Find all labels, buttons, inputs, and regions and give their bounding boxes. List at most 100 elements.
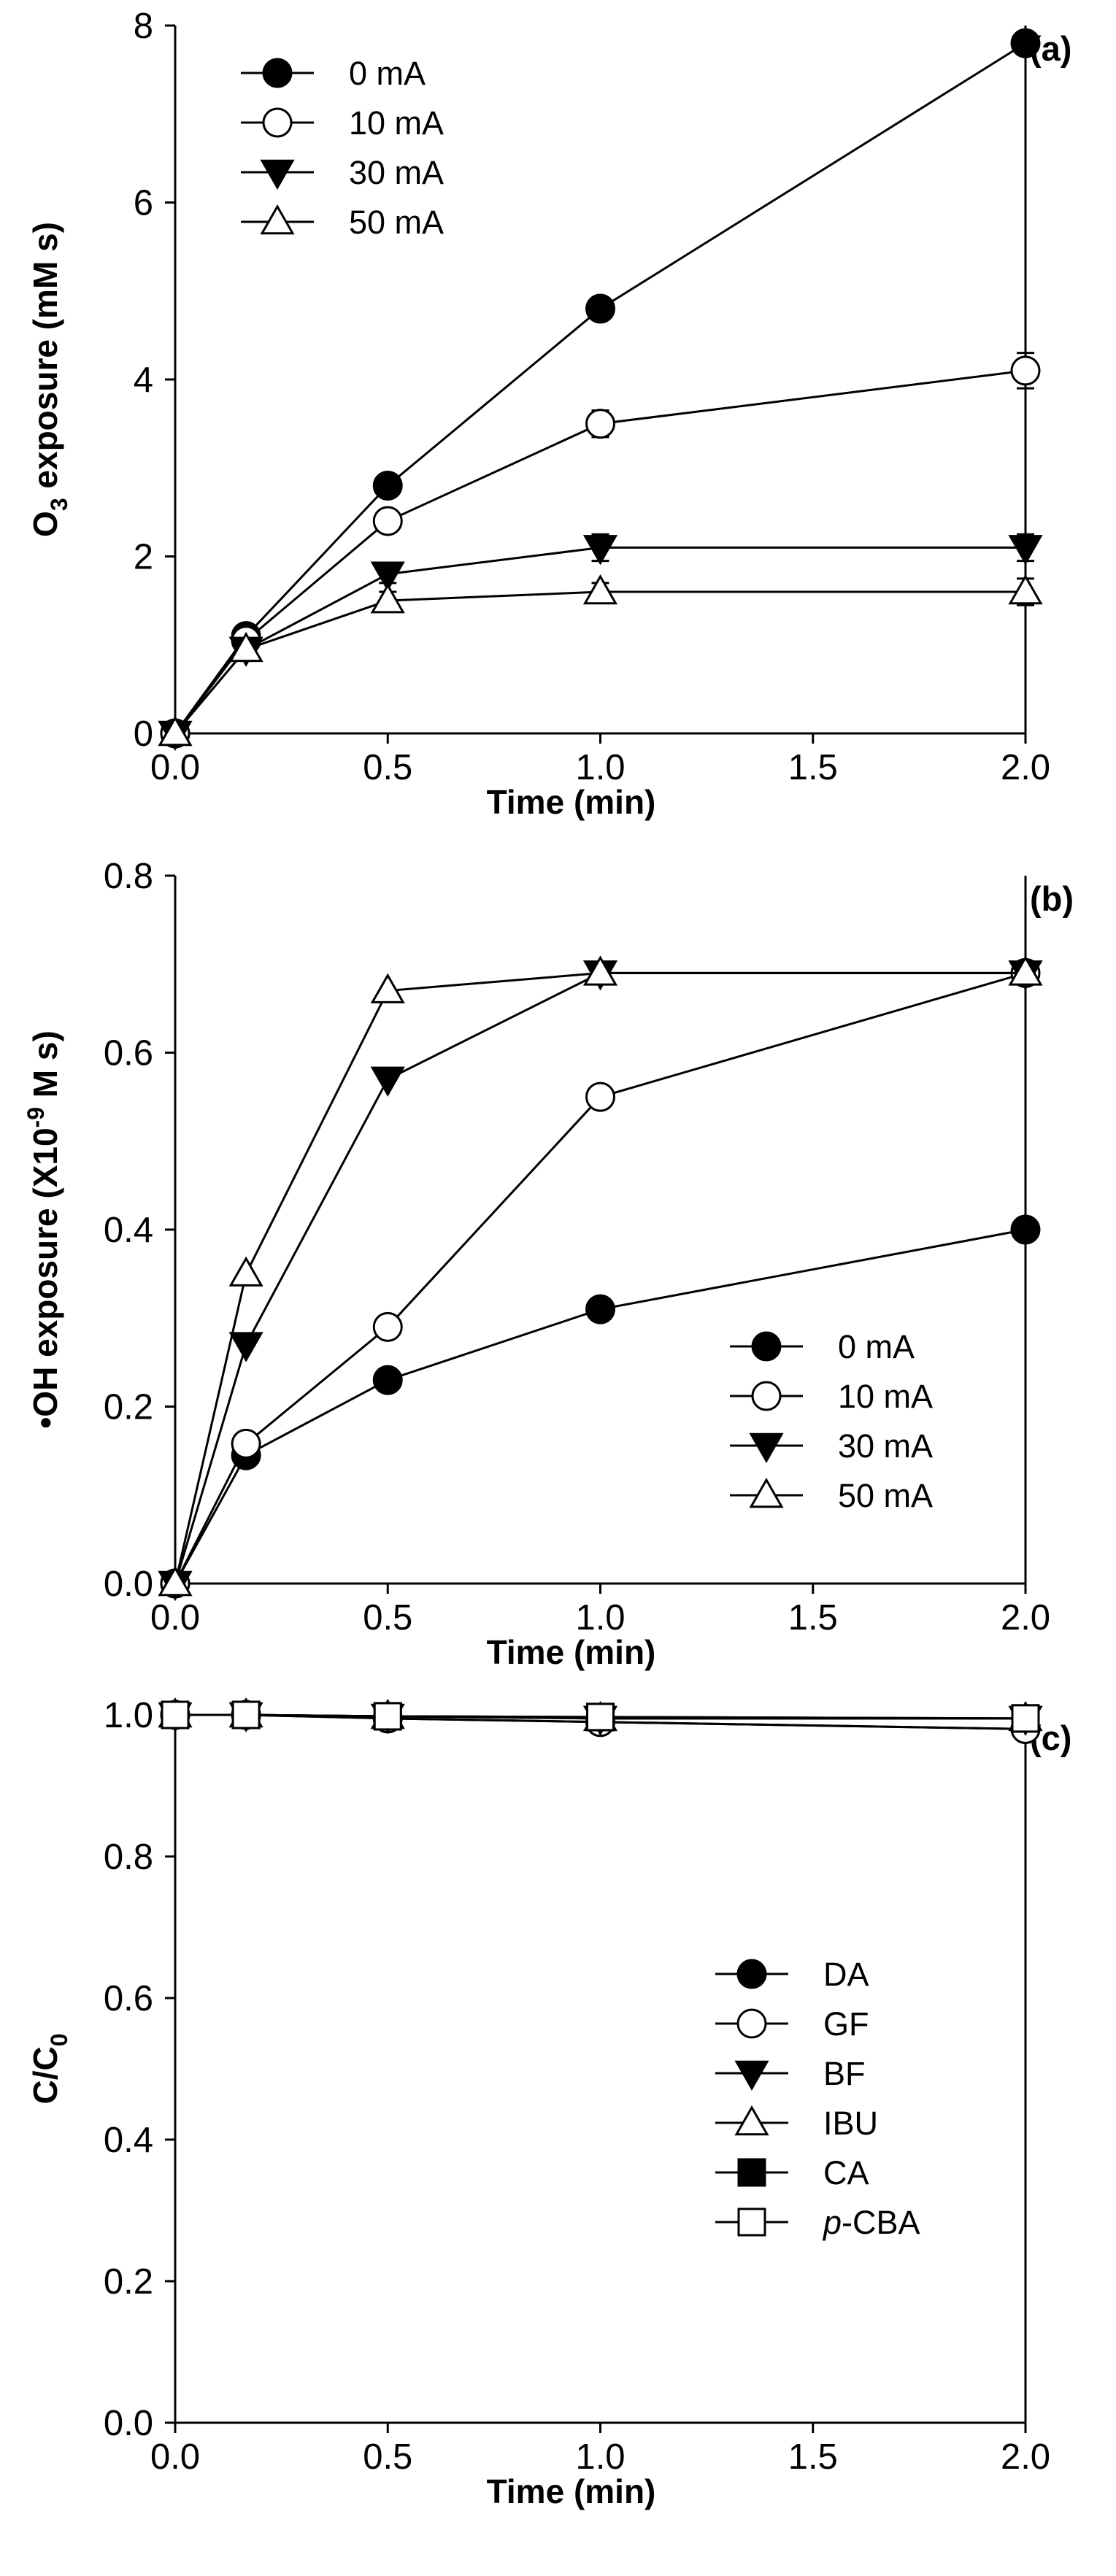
legend: DA GF BF IBU CA p-CBA <box>715 1956 920 2241</box>
x-tick-label: 0.0 <box>150 1598 200 1638</box>
legend-item: 0 mA <box>730 1328 915 1365</box>
legend-label: 0 mA <box>349 55 426 92</box>
legend-label: 10 mA <box>349 104 444 142</box>
x-axis-title: Time (min) <box>487 1633 656 1671</box>
data-point <box>1010 1214 1041 1245</box>
legend-label-text: 50 mA <box>349 204 444 241</box>
y-tick-label: 1.0 <box>104 1696 153 1735</box>
data-point <box>1010 355 1041 386</box>
series-0-ma <box>160 28 1041 749</box>
legend-label: 10 mA <box>838 1378 933 1415</box>
legend-label-text: 0 mA <box>838 1328 915 1365</box>
data-point <box>373 1702 402 1731</box>
legend-marker <box>260 204 295 235</box>
legend-label-text: GF <box>823 2005 869 2043</box>
y-tick-label: 0 <box>134 714 153 754</box>
x-tick-label: 1.5 <box>788 2437 838 2477</box>
data-point <box>1011 1704 1040 1733</box>
legend-item: 30 mA <box>730 1427 933 1465</box>
legend-item: GF <box>715 2005 869 2043</box>
y-tick-label: 0.4 <box>104 2121 153 2160</box>
legend-item: 30 mA <box>241 154 444 191</box>
y-axis-title-rest: M s) <box>26 1030 64 1107</box>
data-point <box>585 293 615 324</box>
data-point <box>228 631 263 663</box>
data-point <box>585 1294 615 1324</box>
y-tick-label: 8 <box>134 7 153 46</box>
y-tick-label: 0.0 <box>104 2404 153 2443</box>
legend-marker <box>749 1477 784 1508</box>
legend-marker <box>734 2105 769 2136</box>
panel-label: (b) <box>1030 879 1074 918</box>
legend-label: BF <box>823 2055 866 2092</box>
legend-item: DA <box>715 1956 869 1993</box>
y-tick-label: 6 <box>134 184 153 223</box>
legend-item: p-CBA <box>715 2204 920 2241</box>
y-tick-label: 0.6 <box>104 1979 153 2018</box>
y-tick-label: 0.2 <box>104 1388 153 1427</box>
data-point <box>1008 574 1043 605</box>
data-point <box>158 1565 193 1597</box>
legend-label-text: 30 mA <box>838 1427 933 1465</box>
x-tick-label: 0.0 <box>150 748 200 787</box>
x-tick-label: 1.5 <box>788 748 838 787</box>
data-point <box>370 1066 405 1097</box>
data-point <box>161 1700 190 1729</box>
legend-marker <box>262 58 293 88</box>
legend-item: BF <box>715 2055 866 2092</box>
series-30-ma <box>158 533 1043 752</box>
legend-label: p-CBA <box>822 2204 920 2241</box>
y-tick-label: 0.8 <box>104 857 153 896</box>
legend-item: 50 mA <box>241 204 444 241</box>
legend-marker <box>736 2008 767 2039</box>
data-point <box>231 1428 261 1459</box>
legend-label-text: IBU <box>823 2105 878 2142</box>
chart-panel-1: 0.0 0.5 1.0 1.5 2.0 0 2 4 6 8 Time (min) O3 exposur… <box>26 7 1071 821</box>
legend-label-italic: p <box>822 2204 842 2241</box>
data-point <box>228 1332 263 1362</box>
data-point <box>158 715 193 747</box>
data-point <box>582 574 618 605</box>
data-point <box>370 583 405 614</box>
legend-label-text: 0 mA <box>349 55 426 92</box>
legend-item: 0 mA <box>241 55 426 92</box>
series--cba <box>161 1700 1040 1733</box>
legend-marker <box>736 1959 767 1989</box>
legend-item: 10 mA <box>241 104 444 142</box>
series-0-ma <box>160 1214 1041 1599</box>
legend-item: IBU <box>715 2105 878 2142</box>
series-50-ma <box>158 574 1043 747</box>
legend-label: 0 mA <box>838 1328 915 1365</box>
legend-marker <box>751 1331 782 1362</box>
x-tick-label: 1.0 <box>575 1598 625 1638</box>
y-axis-title-main: •OH exposure (X10 <box>26 1127 64 1428</box>
y-tick-label: 0.0 <box>104 1565 153 1604</box>
series-line <box>174 590 1025 734</box>
legend-marker <box>737 2158 766 2187</box>
y-axis-title: O3 exposure (mM s) <box>26 222 72 537</box>
legend-label: CA <box>823 2154 869 2191</box>
y-axis-title-subscript: 3 <box>46 498 72 511</box>
legend-label: DA <box>823 1956 869 1993</box>
legend-marker <box>749 1432 784 1464</box>
chart-panel-2: 0.0 0.5 1.0 1.5 2.0 0.0 0.2 0.4 0.6 0.8 Time (min)… <box>23 857 1074 1671</box>
x-tick-label: 1.5 <box>788 1598 838 1638</box>
y-axis-title-subscript: 0 <box>46 2033 72 2046</box>
series-50-ma <box>158 955 1043 1597</box>
y-tick-label: 0.2 <box>104 2262 153 2302</box>
legend-label: 50 mA <box>349 204 444 241</box>
legend-label-text: -CBA <box>842 2204 920 2241</box>
x-tick-label: 1.0 <box>575 748 625 787</box>
data-point <box>582 955 618 986</box>
legend-label-text: 10 mA <box>838 1378 933 1415</box>
data-point <box>585 1081 615 1112</box>
x-axis-title: Time (min) <box>487 783 656 821</box>
y-tick-label: 0.6 <box>104 1034 153 1073</box>
x-tick-label: 0.0 <box>150 2437 200 2477</box>
x-tick-label: 2.0 <box>1001 2437 1050 2477</box>
legend-marker <box>751 1381 782 1411</box>
legend: 0 mA 10 mA 30 mA 50 mA <box>730 1328 933 1514</box>
legend: 0 mA 10 mA 30 mA 50 mA <box>241 55 444 241</box>
legend-label-text: 50 mA <box>838 1477 933 1514</box>
